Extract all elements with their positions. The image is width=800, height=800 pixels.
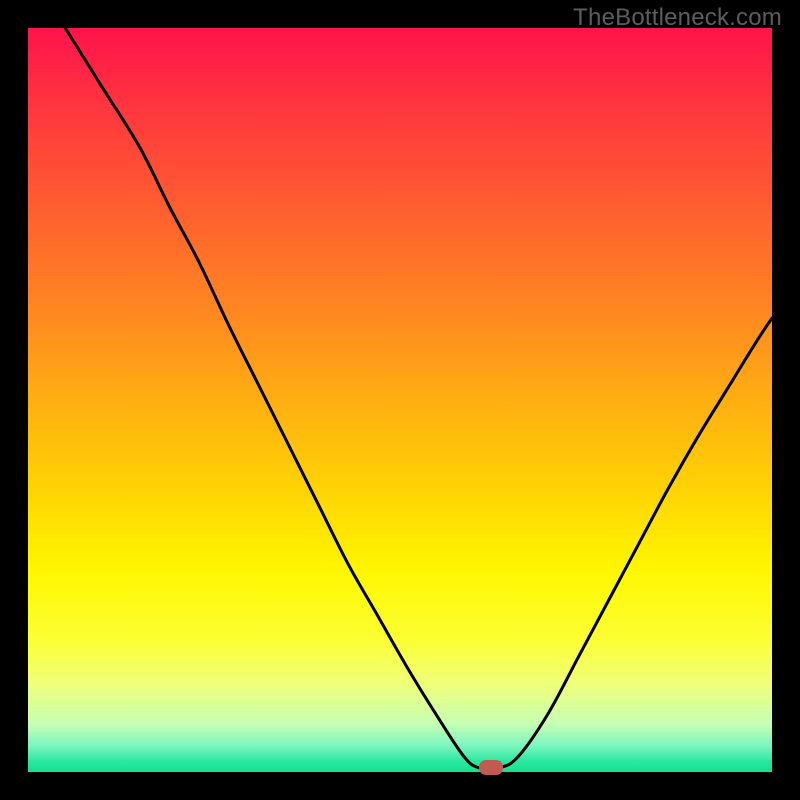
chart-canvas: TheBottleneck.com: [0, 0, 800, 800]
plot-area: [28, 28, 772, 772]
optimum-marker: [479, 760, 503, 775]
bottleneck-curve: [28, 28, 772, 772]
watermark-text: TheBottleneck.com: [573, 4, 782, 32]
